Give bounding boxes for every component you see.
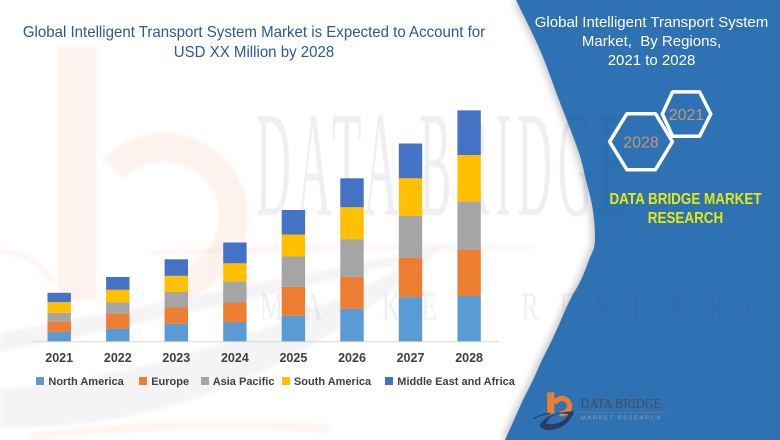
svg-text:DATA BRIDGE: DATA BRIDGE <box>581 396 662 412</box>
svg-text:2028: 2028 <box>623 135 659 152</box>
svg-text:2021: 2021 <box>669 107 705 124</box>
svg-text:MARKET RESEARCH: MARKET RESEARCH <box>581 415 662 421</box>
